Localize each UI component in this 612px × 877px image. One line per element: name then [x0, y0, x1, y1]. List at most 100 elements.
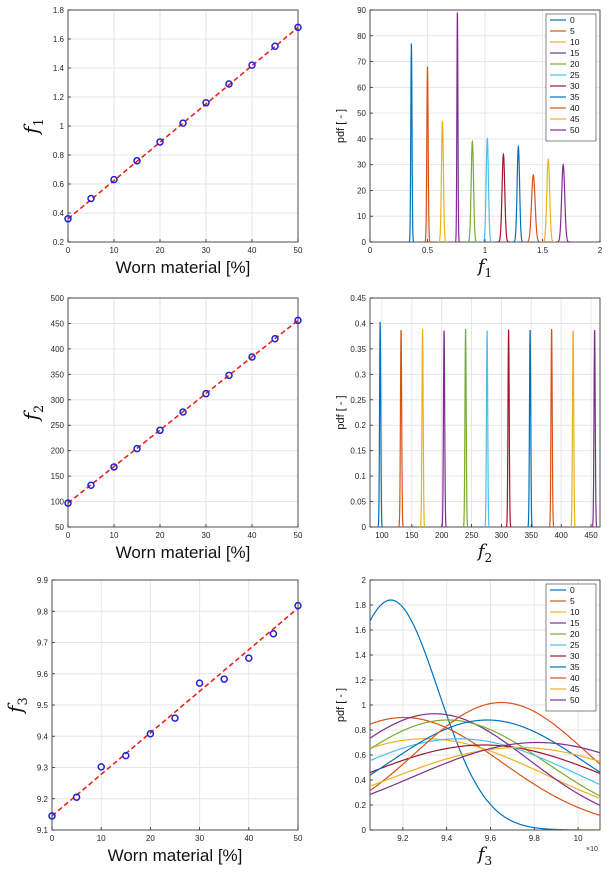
y-tick-label: 1	[362, 701, 367, 710]
data-point	[64, 499, 72, 507]
x-tick-label: 100	[375, 531, 389, 540]
legend-label: 30	[570, 81, 580, 91]
y-axis-label-sub: 2	[32, 405, 47, 413]
legend-label: 15	[570, 618, 580, 628]
data-point	[156, 426, 164, 435]
pdf-curve-10	[419, 328, 426, 527]
y-tick-label: 0.25	[350, 396, 366, 405]
x-tick-label: 40	[248, 531, 257, 540]
y-tick-label: 9.9	[37, 576, 49, 585]
y-tick-label: 450	[51, 319, 65, 328]
x-tick-label: 9.8	[529, 834, 541, 843]
legend-label: 10	[570, 37, 580, 47]
x-tick-label: 50	[294, 246, 303, 255]
data-point	[248, 61, 256, 69]
x-tick-label: 300	[495, 531, 509, 540]
data-point	[294, 601, 302, 610]
data-point	[87, 481, 95, 490]
y-tick-label: 150	[51, 472, 65, 481]
y-tick-label: 1.2	[53, 93, 65, 102]
data-point	[195, 679, 204, 687]
x-tick-label: 50	[294, 531, 303, 540]
plot-content	[408, 12, 571, 242]
y-tick-label: 0.4	[355, 776, 367, 785]
y-tick-label: 0.2	[53, 238, 65, 247]
y-tick-label: 40	[357, 135, 366, 144]
x-tick-label: 10	[110, 531, 119, 540]
y-tick-label: 0.1	[355, 472, 367, 481]
y-axis-label-sub: 3	[16, 697, 31, 705]
pdf-curve-35	[527, 330, 534, 527]
chart-pdf-f3: 9.2 9.4 9.6 9.8 10 0 0.2 0.4 0.6 0.8 1 1.2 1.4 1.6 1.8…	[335, 576, 601, 868]
legend-label: 35	[570, 662, 580, 672]
data-point	[146, 730, 155, 738]
y-tick-label: 9.8	[37, 607, 49, 616]
data-point	[133, 444, 141, 453]
legend-label: 25	[570, 640, 580, 650]
pdf-curve-45	[541, 157, 556, 242]
y-tick-label: 9.4	[37, 732, 49, 741]
x-tick-label: 30	[202, 246, 211, 255]
y-tick-label: 30	[357, 161, 366, 170]
legend-label: 45	[570, 114, 580, 124]
y-tick-label: 0.45	[350, 294, 366, 303]
x-tick-label: 350	[525, 531, 539, 540]
y-tick-label: 10	[357, 212, 366, 221]
y-tick-label: 1.8	[53, 6, 65, 15]
y-tick-label: 0.15	[350, 447, 366, 456]
data-point	[294, 23, 302, 32]
data-point	[48, 812, 56, 820]
legend-label: 15	[570, 48, 580, 58]
x-tick-label: 9.4	[441, 834, 453, 843]
x-scale-label: ×10	[586, 846, 598, 853]
y-axis-label: pdf [ - ]	[335, 109, 347, 143]
axes-box	[67, 297, 299, 528]
legend-label: 0	[570, 585, 575, 595]
x-tick-label: 40	[248, 246, 257, 255]
pdf-curve-20	[466, 139, 479, 242]
y-tick-label: 70	[357, 58, 366, 67]
pdf-curve-20	[370, 719, 600, 797]
y-tick-label: 1.4	[53, 64, 65, 73]
x-tick-label: 0	[368, 246, 373, 255]
fit-line	[52, 607, 298, 817]
y-tick-label: 100	[51, 498, 65, 507]
y-tick-label: 0.4	[53, 209, 65, 218]
legend-label: 50	[570, 125, 580, 135]
legend-label: 40	[570, 673, 580, 683]
y-tick-label: 9.2	[37, 795, 49, 804]
pdf-curve-10	[437, 120, 448, 242]
y-tick-label: 80	[357, 32, 366, 41]
pdf-curve-15	[370, 713, 600, 806]
pdf-curve-20	[462, 328, 469, 527]
y-tick-label: 0.05	[350, 498, 366, 507]
legend-label: 45	[570, 684, 580, 694]
x-tick-label: 50	[294, 834, 303, 843]
pdf-curve-35	[512, 144, 525, 242]
pdf-curve-10	[370, 738, 600, 799]
y-tick-label: 0	[362, 523, 367, 532]
y-tick-label: 200	[51, 447, 65, 456]
fit-line	[68, 319, 298, 504]
x-tick-label: 2	[598, 246, 603, 255]
plot-content	[52, 607, 298, 817]
data-point	[110, 175, 118, 184]
data-point	[64, 215, 72, 223]
y-tick-label: 0.4	[355, 319, 367, 328]
y-tick-label: 1.2	[355, 676, 367, 685]
pdf-curve-25	[481, 136, 494, 242]
y-tick-label: 50	[357, 109, 366, 118]
pdf-curve-5	[424, 66, 431, 242]
data-point	[179, 119, 187, 127]
pdf-curve-40	[370, 701, 600, 792]
y-tick-label: 500	[51, 294, 65, 303]
legend-label: 10	[570, 607, 580, 617]
plot-content	[370, 599, 600, 830]
pdf-curve-15	[454, 12, 460, 242]
data-point	[156, 138, 164, 146]
pdf-curve-50	[591, 330, 598, 527]
pdf-curve-25	[370, 738, 600, 786]
plot-content	[68, 26, 298, 220]
y-tick-label: 0.6	[53, 180, 65, 189]
